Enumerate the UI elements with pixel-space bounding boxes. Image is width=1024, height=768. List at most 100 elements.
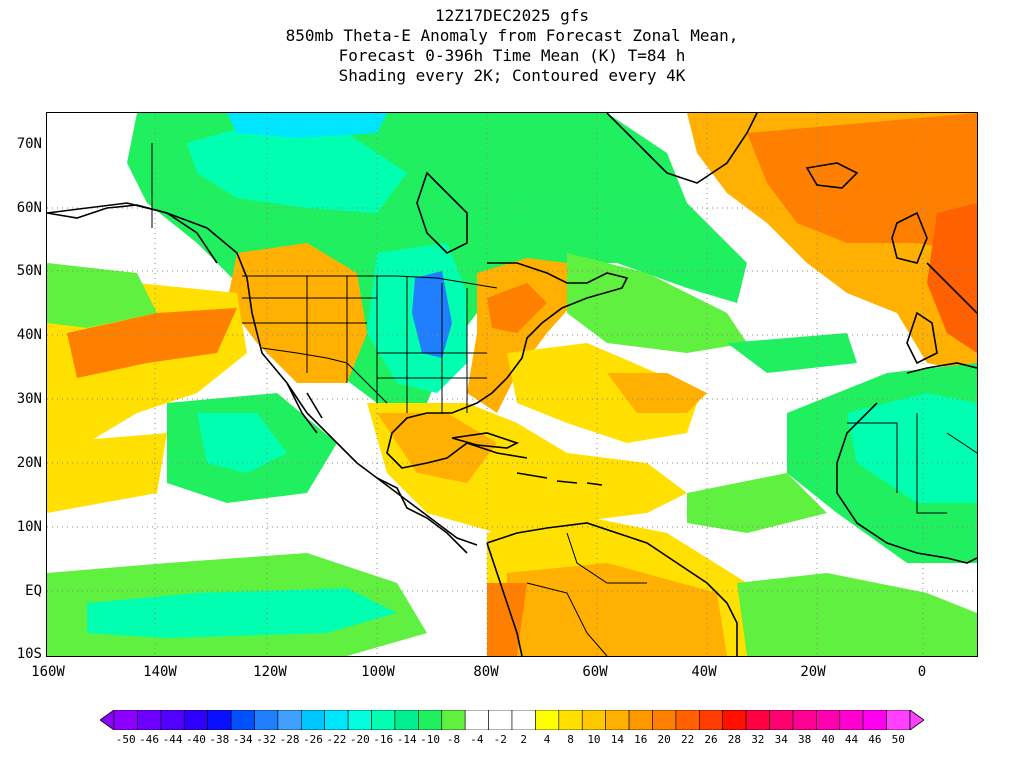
colorbar-tick-label: 8 [567, 733, 574, 746]
political-borders [151, 143, 977, 656]
coast-central-america [376, 477, 478, 546]
colorbar-swatch [207, 710, 232, 730]
title-line-4: Shading every 2K; Contoured every 4K [338, 66, 686, 85]
shade-pacific-cyan [197, 413, 287, 473]
colorbar-swatch [371, 710, 396, 730]
colorbar-tick-label: 44 [844, 733, 859, 746]
colorbar-swatch [581, 710, 606, 730]
title-line-3: Forecast 0-396h Time Mean (K) T=84 h [338, 46, 686, 65]
shade-ne-us-hot [487, 283, 547, 333]
colorbar-swatch [698, 710, 724, 730]
lon-label-100w: 100W [361, 664, 395, 680]
colorbar-swatch [113, 710, 138, 730]
shade-atl-green [567, 253, 747, 353]
colorbar-tick-label: -8 [446, 733, 461, 746]
colorbar-tick-label: 22 [680, 733, 695, 746]
colorbar-swatch [277, 710, 302, 730]
colorbar-tick-label: 40 [821, 733, 835, 746]
colorbar-tick-label: 14 [610, 733, 624, 746]
colorbar-swatch [324, 710, 349, 730]
coastlines [47, 113, 977, 656]
shade-peru-hot [487, 583, 527, 656]
border-us-states [242, 276, 487, 413]
colorbar-tick-label: 38 [798, 733, 812, 746]
map-title: 12Z17DEC2025 gfs 850mb Theta-E Anomaly f… [0, 6, 1024, 86]
colorbar-tick-label: 34 [774, 733, 788, 746]
colorbar-max-arrow [909, 710, 924, 730]
lat-label-20n: 20N [16, 455, 42, 471]
colorbar-swatch [722, 710, 747, 730]
colorbar-tick-label: -28 [279, 733, 300, 746]
colorbar-swatch [347, 710, 372, 730]
lat-label-60n: 60N [16, 200, 42, 216]
lon-label-20w: 20W [800, 664, 826, 680]
colorbar-tick-label: 10 [587, 733, 601, 746]
colorbar-tick-label: -26 [303, 733, 323, 746]
coast-alaska [47, 204, 218, 264]
colorbar-min-arrow [100, 710, 115, 730]
shade-canada-cyan [187, 123, 407, 213]
colorbar [100, 710, 924, 730]
colorbar-swatch [816, 710, 841, 730]
coast-south-america [486, 522, 738, 656]
colorbar-tick-label: -22 [326, 733, 347, 746]
lat-label-10n: 10N [16, 519, 42, 535]
colorbar-tick-label: -20 [349, 733, 370, 746]
title-line-1: 12Z17DEC2025 gfs [434, 6, 590, 25]
colorbar-swatch [183, 710, 208, 730]
colorbar-swatch [605, 710, 630, 730]
colorbar-swatch [464, 710, 489, 730]
colorbar-tick-label: 2 [520, 733, 528, 746]
lon-label-140w: 140W [143, 664, 177, 680]
colorbar-swatch [792, 710, 817, 730]
lat-label-70n: 70N [16, 136, 42, 152]
border-us-mexico [261, 347, 388, 404]
shade-samerica-orange [507, 563, 727, 656]
colorbar-tick-label: 16 [634, 733, 648, 746]
colorbar-tick-label: 28 [727, 733, 742, 746]
colorbar-swatch [488, 710, 513, 730]
colorbar-tick-label: 32 [751, 733, 765, 746]
shade-pacific-nw-green [47, 263, 157, 328]
colorbar-tick-label: 26 [704, 733, 718, 746]
anomaly-shading [47, 113, 977, 656]
colorbar-tick-label: 46 [868, 733, 882, 746]
border-us-canada [242, 275, 498, 289]
border-south-america [526, 532, 647, 656]
colorbar-swatch [839, 710, 864, 730]
colorbar-swatch [862, 710, 887, 730]
colorbar-swatch [254, 710, 279, 730]
colorbar-tick-label: -4 [470, 733, 484, 746]
shade-spac-cyan [87, 588, 397, 638]
colorbar-svg [100, 710, 924, 730]
colorbar-tick-label: -46 [139, 733, 160, 746]
lat-label-30n: 30N [16, 391, 42, 407]
lon-label-40w: 40W [691, 664, 717, 680]
colorbar-swatch [137, 710, 162, 730]
lat-label-eq: EQ [25, 583, 42, 599]
border-africa [847, 413, 977, 514]
colorbar-tick-label: 50 [891, 733, 905, 746]
title-line-2: 850mb Theta-E Anomaly from Forecast Zona… [285, 26, 739, 45]
shade-midatl-green [727, 333, 857, 373]
shade-atl-warm-swirl [507, 343, 697, 443]
colorbar-tick-label: -2 [493, 733, 507, 746]
lat-label-40n: 40N [16, 327, 42, 343]
coast-baja [286, 382, 323, 434]
colorbar-swatch [628, 710, 653, 730]
shade-gulf-orange [377, 413, 497, 483]
map-svg [47, 113, 977, 656]
colorbar-swatch [745, 710, 770, 730]
coast-iceland [805, 162, 859, 189]
colorbar-tick-label: -10 [420, 733, 440, 746]
colorbar-swatch [300, 710, 326, 730]
colorbar-swatch [160, 710, 185, 730]
lat-label-50n: 50N [16, 263, 42, 279]
colorbar-tick-label: 4 [543, 733, 551, 746]
colorbar-swatch [511, 710, 536, 730]
lon-label-60w: 60W [582, 664, 608, 680]
shade-east-pac-warm [47, 433, 167, 513]
coast-greenland [606, 113, 758, 184]
colorbar-tick-label: -38 [209, 733, 230, 746]
shade-sahara-cyan [847, 393, 977, 503]
